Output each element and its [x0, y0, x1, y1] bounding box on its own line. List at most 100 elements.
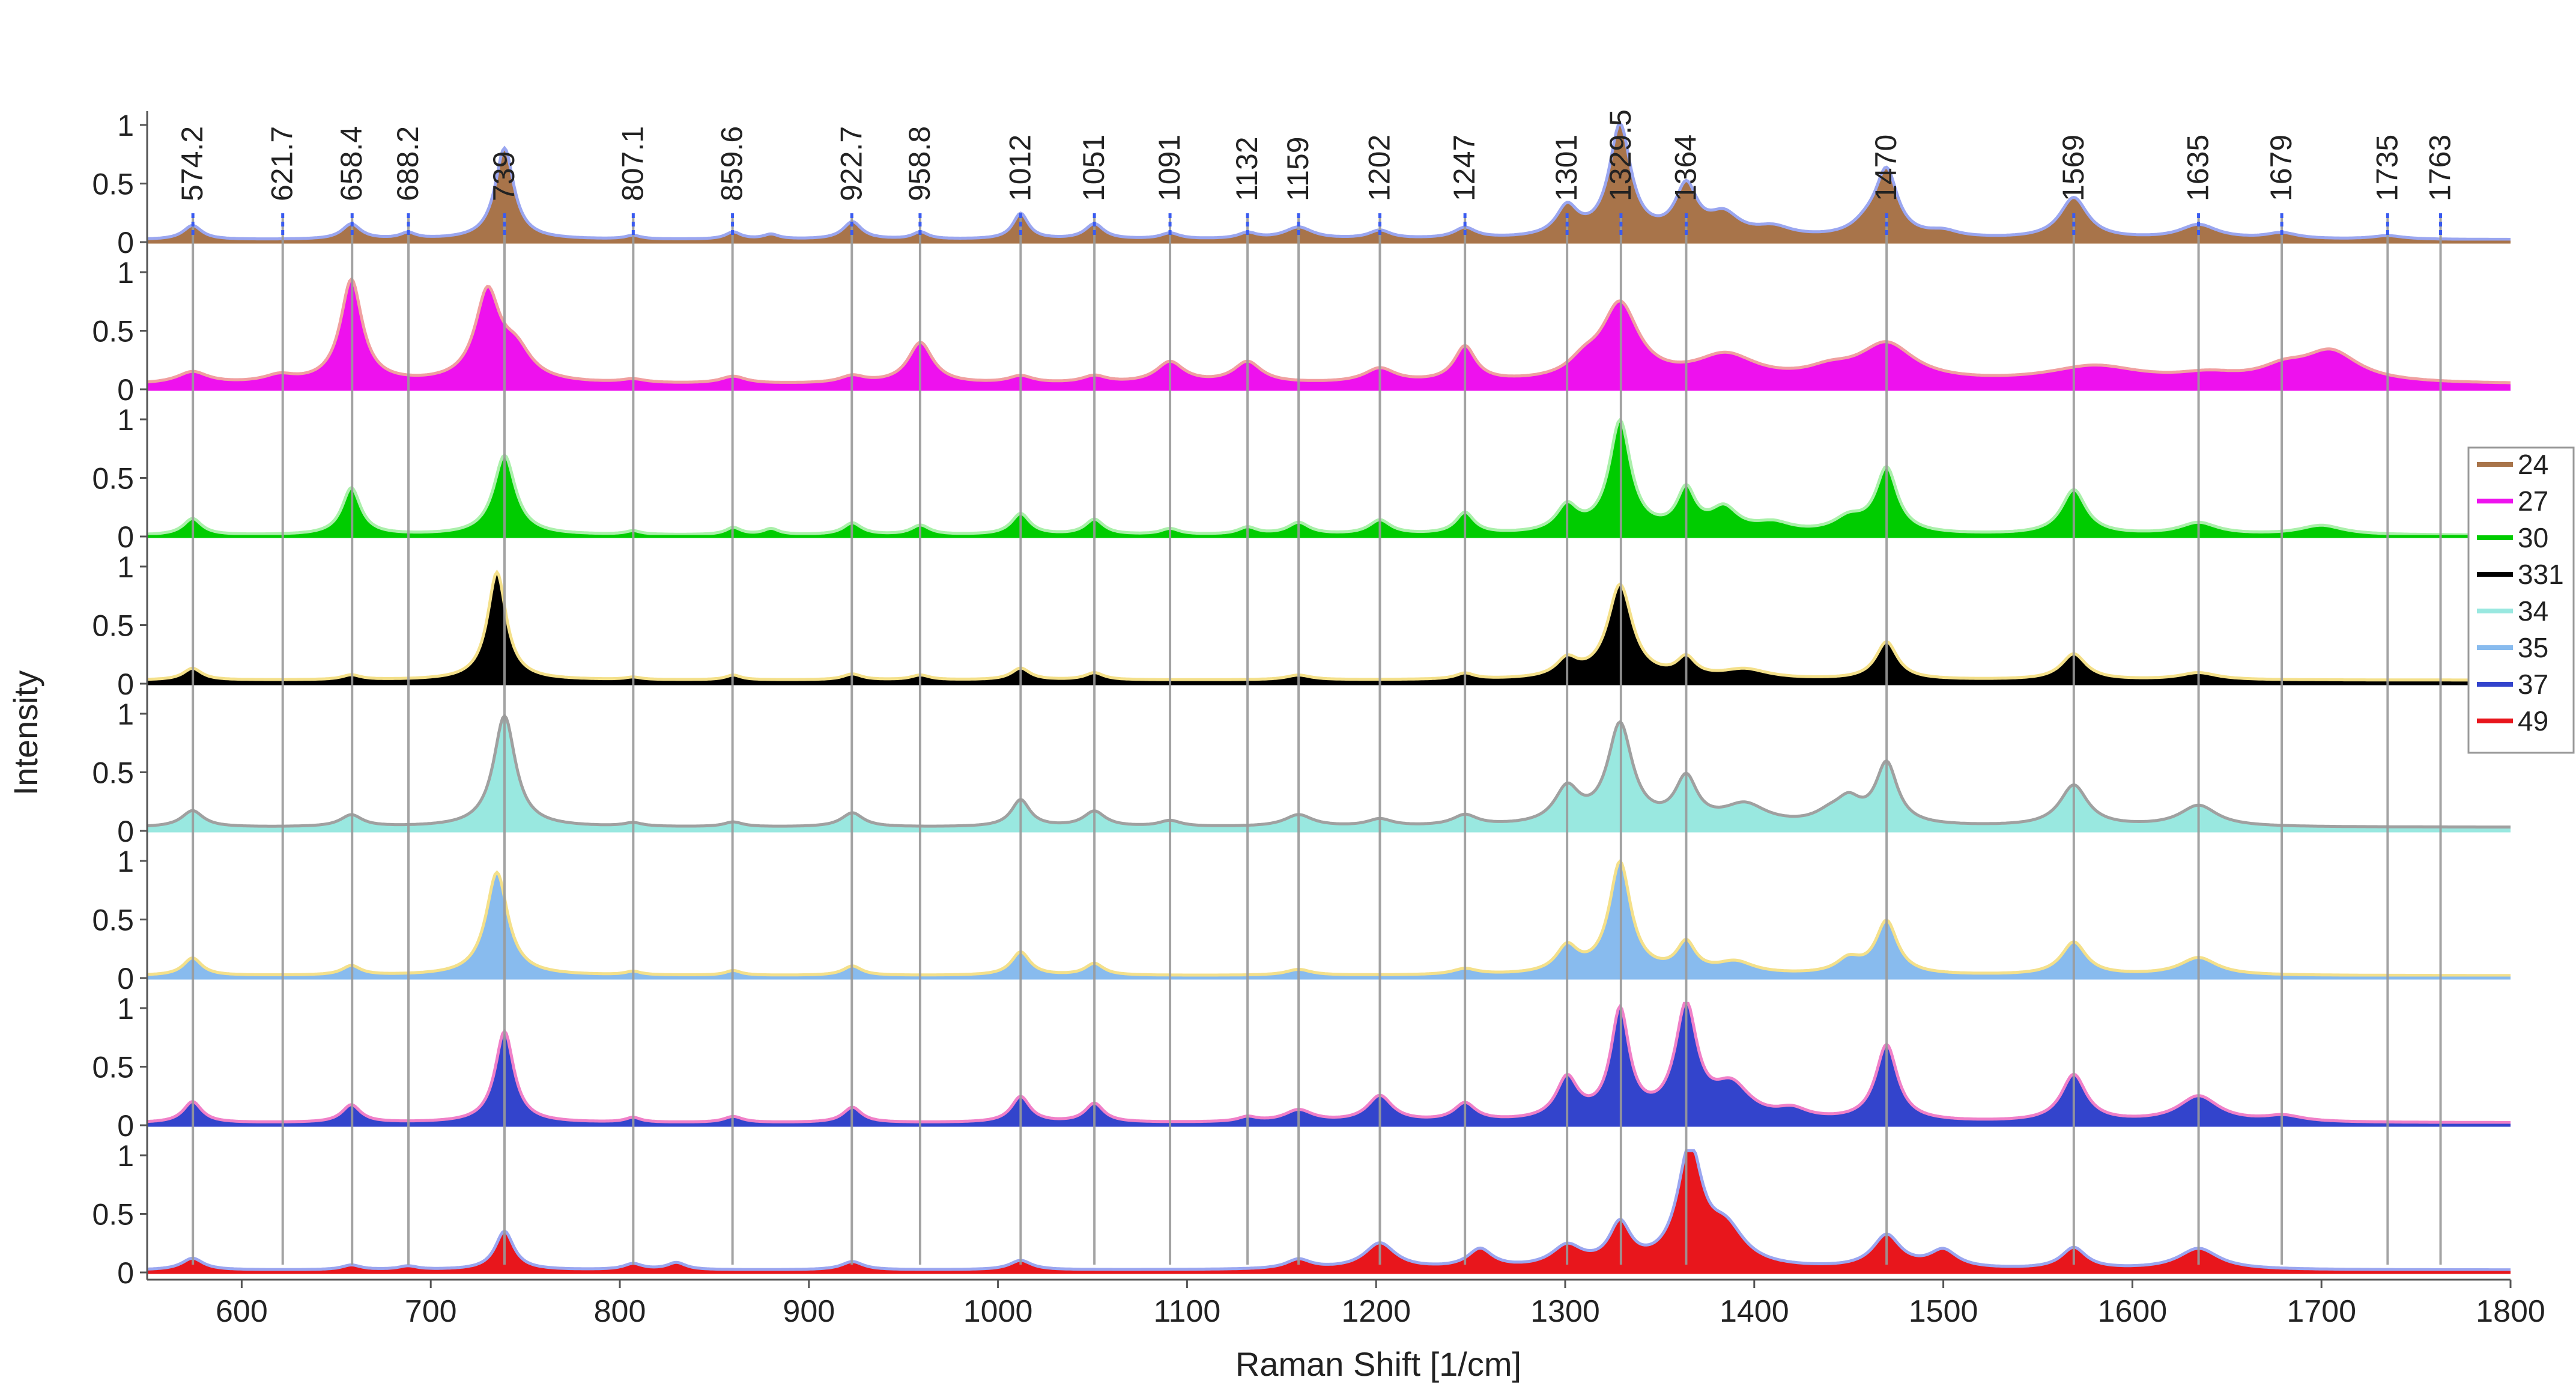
x-tick-label: 1000 [963, 1294, 1033, 1329]
legend-label: 35 [2518, 632, 2548, 663]
peak-label-1569: 1569 [2056, 135, 2090, 201]
legend[interactable]: 24 27 30 331 34 35 37 49 [2467, 446, 2575, 754]
spectrum-panel-27: 00.51 [92, 256, 2511, 407]
legend-label: 49 [2518, 705, 2548, 737]
peak-label-922.7: 922.7 [834, 126, 868, 201]
peak-label-1763: 1763 [2423, 135, 2457, 201]
legend-item-34[interactable]: 34 [2477, 595, 2548, 627]
legend-box [2467, 446, 2575, 754]
spectrum-line-30 [147, 418, 2511, 536]
spectrum-panel-331: 00.51 [92, 550, 2511, 701]
legend-label: 34 [2518, 595, 2548, 627]
legend-item-24[interactable]: 24 [2477, 449, 2548, 480]
y-tick-label: 0 [117, 1109, 134, 1143]
y-tick-label: 0 [117, 520, 134, 554]
y-tick-label: 1 [117, 256, 134, 290]
spectrum-panel-30: 00.51 [92, 403, 2511, 554]
y-tick-label: 0 [117, 815, 134, 848]
x-tick-label: 900 [783, 1294, 835, 1329]
y-tick-label: 0.5 [92, 904, 134, 937]
legend-item-49[interactable]: 49 [2477, 705, 2548, 737]
spectrum-line-331 [147, 570, 2511, 682]
peak-labels: 574.2 621.7 658.4 688.2 739 807.1 859.6 922.7 95… [175, 109, 2457, 236]
peak-label-1364: 1364 [1668, 135, 1702, 201]
spectrum-area-30 [147, 420, 2511, 536]
x-tick-label: 1100 [1153, 1294, 1220, 1329]
x-tick-label: 1300 [1530, 1294, 1600, 1329]
peak-label-1247: 1247 [1447, 135, 1481, 201]
spectrum-panel-35: 00.51 [92, 845, 2511, 995]
y-tick-label: 0 [117, 962, 134, 995]
peak-label-859.6: 859.6 [715, 126, 749, 201]
y-tick-label: 0.5 [92, 168, 134, 201]
x-tick-label: 1700 [2287, 1294, 2356, 1329]
y-tick-label: 1 [117, 403, 134, 437]
peak-label-1202: 1202 [1362, 135, 1396, 201]
spectrum-area-34 [147, 716, 2511, 831]
x-tick-label: 700 [405, 1294, 457, 1329]
spectrum-line-35 [147, 859, 2511, 977]
y-tick-label: 0 [117, 226, 134, 260]
y-tick-label: 0 [117, 667, 134, 701]
spectrum-panel-24: 00.51 [92, 109, 2511, 260]
legend-item-37[interactable]: 37 [2477, 669, 2548, 700]
peak-label-688.2: 688.2 [391, 126, 425, 201]
peak-label-1679: 1679 [2264, 135, 2298, 201]
spectrum-line-34 [147, 713, 2511, 829]
y-tick-label: 1 [117, 109, 134, 142]
peak-label-958.8: 958.8 [903, 126, 936, 201]
peak-label-1735: 1735 [2370, 135, 2404, 201]
y-axis-label: Intensity [7, 670, 44, 796]
peak-label-1051: 1051 [1077, 135, 1111, 201]
legend-label: 30 [2518, 522, 2548, 553]
x-tick-label: 1800 [2476, 1294, 2545, 1329]
y-tick-label: 1 [117, 1139, 134, 1173]
peak-label-739: 739 [487, 151, 521, 201]
legend-item-35[interactable]: 35 [2477, 632, 2548, 663]
legend-item-30[interactable]: 30 [2477, 522, 2548, 553]
spectrum-panel-34: 00.51 [92, 698, 2511, 848]
legend-label: 24 [2518, 449, 2548, 480]
y-tick-label: 0 [117, 373, 134, 407]
spectrum-panel-37: 00.51 [92, 992, 2511, 1143]
y-tick-label: 0.5 [92, 1198, 134, 1232]
peak-label-807.1: 807.1 [616, 126, 649, 201]
x-tick-label: 1400 [1720, 1294, 1789, 1329]
peak-label-1012: 1012 [1003, 135, 1037, 201]
spectrum-panel-49: 00.51 [92, 1139, 2511, 1290]
x-tick-label: 1200 [1341, 1294, 1411, 1329]
y-tick-label: 1 [117, 992, 134, 1026]
spectrum-line-37 [147, 1001, 2511, 1124]
y-tick-label: 1 [117, 550, 134, 584]
peak-label-1091: 1091 [1153, 135, 1186, 201]
legend-item-27[interactable]: 27 [2477, 485, 2548, 517]
peak-label-1301: 1301 [1550, 135, 1583, 201]
peak-label-621.7: 621.7 [265, 126, 299, 201]
legend-label: 331 [2518, 559, 2564, 590]
x-tick-label: 800 [594, 1294, 646, 1329]
legend-label: 37 [2518, 669, 2548, 700]
x-tick-label: 1600 [2098, 1294, 2168, 1329]
peak-label-1470: 1470 [1869, 135, 1903, 201]
x-tick-label: 600 [216, 1294, 268, 1329]
spectrum-line-24 [147, 121, 2511, 241]
x-axis-label: Raman Shift [1/cm] [1235, 1345, 1521, 1383]
peak-label-1132: 1132 [1230, 136, 1264, 201]
legend-label: 27 [2518, 485, 2548, 517]
x-tick-label: 1500 [1909, 1294, 1978, 1329]
y-tick-label: 0.5 [92, 609, 134, 643]
peak-label-1159: 1159 [1281, 136, 1315, 201]
y-tick-label: 0.5 [92, 756, 134, 790]
peak-label-1329.5: 1329.5 [1604, 109, 1637, 201]
y-tick-label: 0.5 [92, 315, 134, 348]
spectrum-line-27 [147, 277, 2511, 384]
legend-item-331[interactable]: 331 [2477, 559, 2564, 590]
y-tick-label: 0 [117, 1256, 134, 1290]
y-tick-label: 0.5 [92, 462, 134, 496]
x-axis: 600 700 800 900 1000 1100 1200 1300 1400 1500 1600… [146, 111, 2545, 1329]
spectrum-area-37 [147, 1003, 2511, 1125]
y-tick-label: 0.5 [92, 1051, 134, 1084]
spectrum-area-49 [147, 1150, 2511, 1272]
